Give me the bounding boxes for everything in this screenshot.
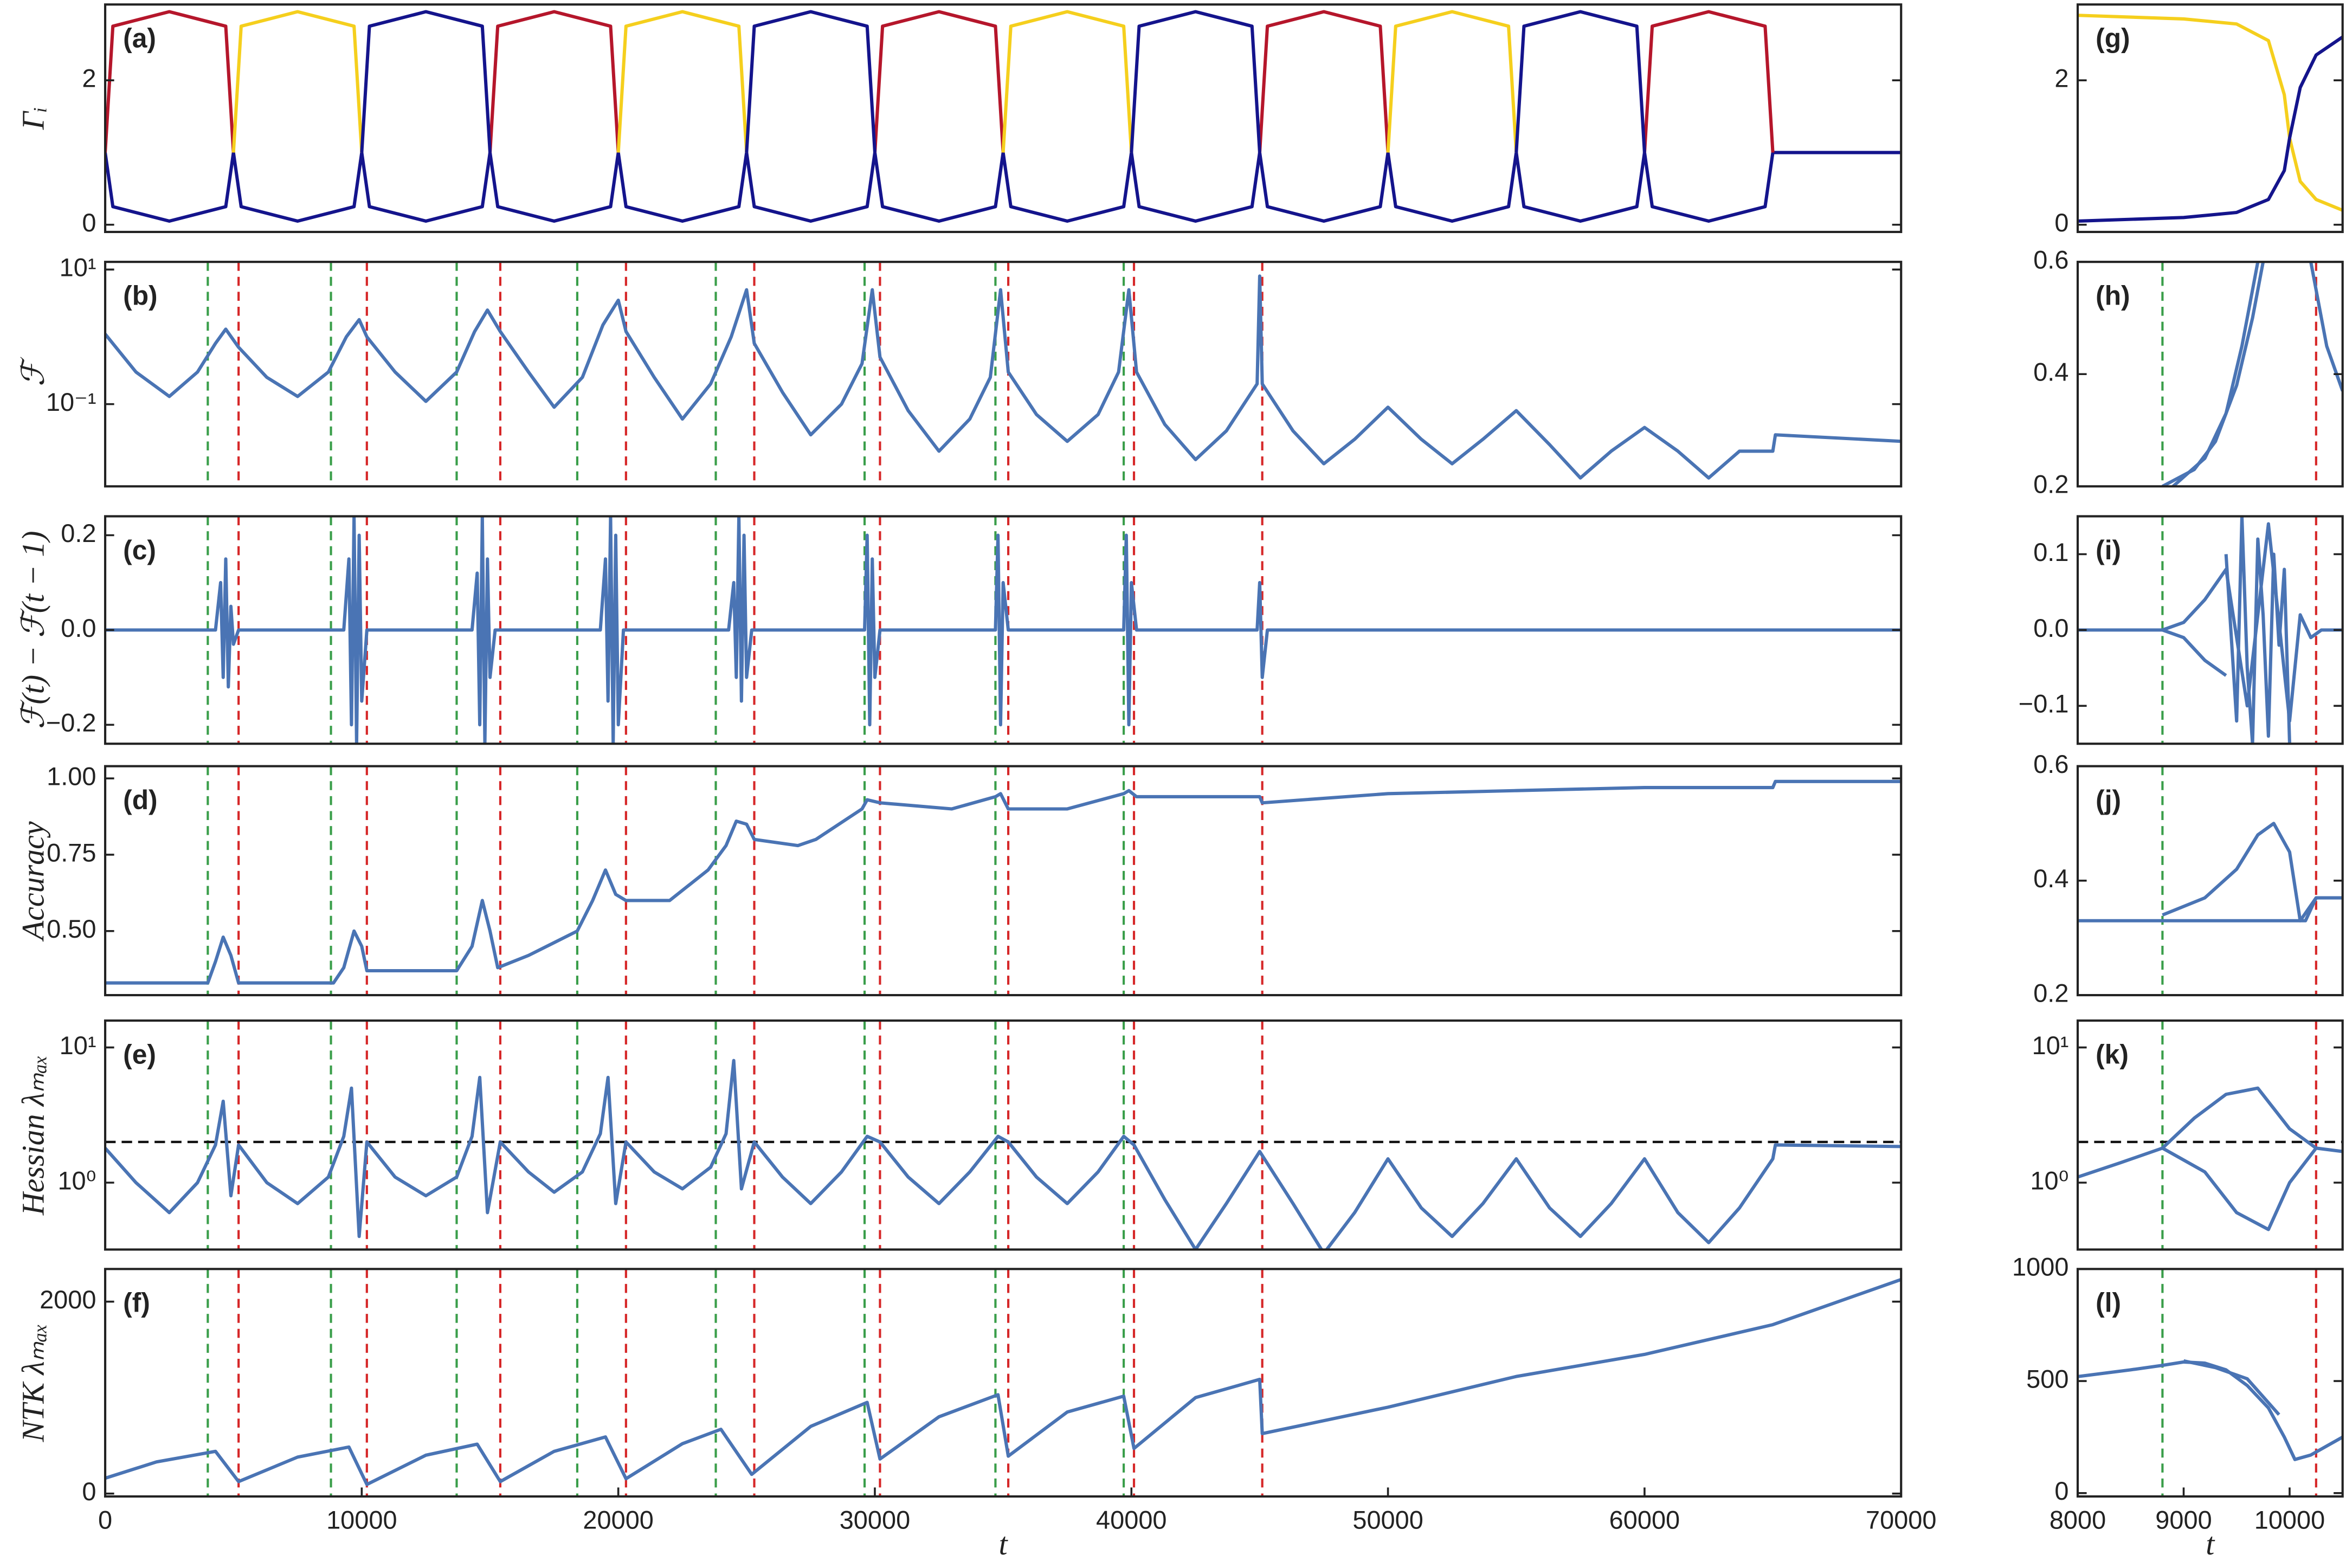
panel-frame [104, 261, 1903, 488]
y-tick-label: 0.2 [61, 519, 96, 547]
panel-label: (k) [2096, 1039, 2129, 1069]
data-line [2309, 262, 2343, 392]
data-line [105, 1059, 1902, 1250]
data-line [360, 10, 1646, 153]
data-line [2078, 1360, 2343, 1461]
x-tick-label: 10000 [326, 1506, 397, 1534]
x-tick-label: 20000 [583, 1506, 653, 1534]
x-tick-label: 0 [98, 1506, 112, 1534]
y-tick-label: 0 [82, 1477, 96, 1506]
x-tick-label: 9000 [2155, 1506, 2212, 1534]
y-tick-label: 500 [2026, 1365, 2068, 1393]
panel-label: (g) [2096, 23, 2130, 54]
y-axis-label: ℱ(t) − ℱ(t − 1) [15, 531, 50, 729]
panel-frame [2076, 1019, 2344, 1251]
y-tick-label: 2000 [40, 1286, 96, 1314]
y-tick-label: 10⁰ [57, 1166, 96, 1195]
panel-frame [104, 765, 1903, 997]
y-axis-label: NTK λₘₐₓ [15, 1324, 50, 1443]
data-line [105, 151, 1902, 223]
y-tick-label: 10⁰ [2030, 1166, 2068, 1195]
y-tick-label: 0 [2054, 209, 2068, 237]
data-line [2078, 522, 2343, 723]
y-tick-label: 0.6 [2033, 750, 2068, 778]
data-line [105, 1277, 1902, 1486]
y-tick-label: −0.1 [2019, 690, 2069, 718]
y-tick-label: 0.4 [2033, 358, 2068, 386]
data-line [2183, 1359, 2280, 1416]
panel-label: (l) [2096, 1288, 2121, 1318]
x-tick-label: 50000 [1352, 1506, 1423, 1534]
data-line [2078, 896, 2343, 922]
y-tick-label: 10¹ [60, 1031, 96, 1060]
y-tick-label: 2 [82, 64, 96, 93]
data-line [2161, 262, 2265, 487]
panel-label: (a) [123, 23, 156, 54]
y-axis-label: ℱ [15, 357, 50, 386]
x-tick-label: 40000 [1096, 1506, 1166, 1534]
panel-label: (c) [123, 535, 156, 565]
panel-label: (i) [2096, 535, 2121, 565]
data-line [2078, 35, 2343, 223]
y-tick-label: 2 [2054, 64, 2068, 93]
data-line [105, 779, 1902, 985]
panel-frame [2076, 1268, 2344, 1498]
x-tick-label: 10000 [2254, 1506, 2325, 1534]
y-tick-label: 0.6 [2033, 246, 2068, 274]
data-line [2224, 516, 2292, 744]
panel-frame [104, 1019, 1903, 1251]
panel-label: (h) [2096, 281, 2130, 311]
data-line [105, 516, 1902, 744]
data-line [2162, 628, 2227, 677]
panel-label: (b) [123, 281, 157, 311]
y-tick-label: 0.50 [47, 915, 96, 943]
panel-label: (e) [123, 1039, 156, 1069]
panel-label: (f) [123, 1288, 150, 1318]
data-line [105, 274, 1902, 480]
x-tick-label: 70000 [1866, 1506, 1936, 1534]
y-tick-label: 10⁻¹ [46, 388, 96, 416]
data-line [2161, 1146, 2318, 1231]
panel-label: (d) [123, 785, 157, 815]
x-tick-label: 30000 [840, 1506, 910, 1534]
y-tick-label: 0.1 [2033, 538, 2068, 566]
y-tick-label: 0.4 [2033, 864, 2068, 893]
panel-frame [2076, 3, 2344, 234]
x-tick-label: 60000 [1609, 1506, 1680, 1534]
panel-frame [104, 3, 1903, 234]
y-axis-label: Accuracy [15, 821, 50, 942]
x-axis-label: t [2206, 1526, 2215, 1561]
data-line [231, 10, 1518, 153]
y-tick-label: 0 [2054, 1477, 2068, 1505]
y-tick-label: 10¹ [2032, 1031, 2069, 1060]
y-axis-label: Γᵢ [15, 107, 50, 130]
y-tick-label: 0.75 [47, 838, 96, 867]
y-tick-label: −0.2 [46, 709, 96, 737]
y-tick-label: 0 [82, 209, 96, 237]
panel-frame [104, 1268, 1903, 1498]
y-axis-label: Hessian λₘₐₓ [15, 1055, 50, 1216]
data-line [2171, 262, 2260, 487]
x-axis-label: t [999, 1526, 1009, 1561]
y-tick-label: 1000 [2012, 1253, 2068, 1281]
y-tick-label: 0.2 [2033, 979, 2068, 1007]
y-tick-label: 0.2 [2033, 470, 2068, 499]
data-line [2162, 822, 2318, 922]
y-tick-label: 1.00 [47, 763, 96, 791]
data-line [2078, 14, 2343, 212]
x-tick-label: 8000 [2049, 1506, 2106, 1534]
panel-label: (j) [2096, 785, 2121, 815]
y-tick-label: 0.0 [61, 614, 96, 642]
y-tick-label: 0.0 [2033, 614, 2068, 642]
data-line [2078, 1146, 2163, 1179]
y-tick-label: 10¹ [60, 254, 96, 282]
data-line [105, 10, 1775, 153]
